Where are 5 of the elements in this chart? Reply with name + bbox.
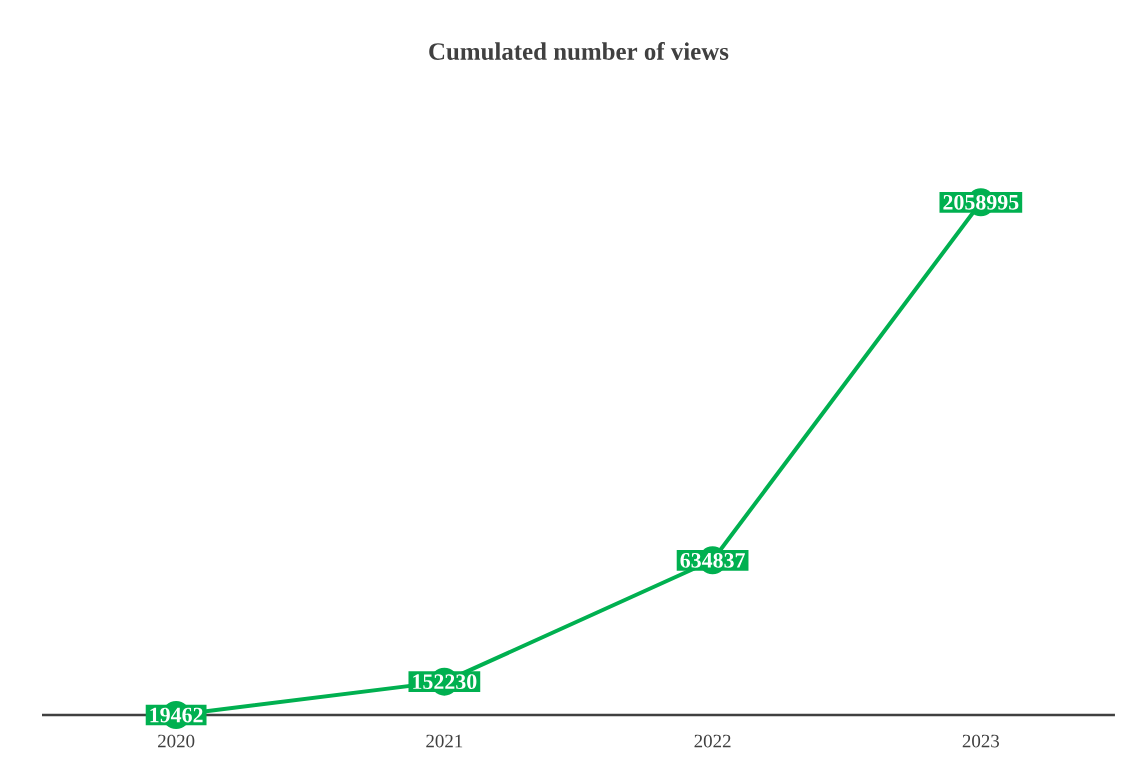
x-tick-label: 2021	[426, 734, 463, 748]
x-tick-label: 2023	[962, 734, 1000, 748]
chart-title: Cumulated number of views	[429, 42, 729, 60]
x-tick-label: 2022	[694, 734, 731, 748]
x-tick-label: 2020	[158, 734, 195, 748]
